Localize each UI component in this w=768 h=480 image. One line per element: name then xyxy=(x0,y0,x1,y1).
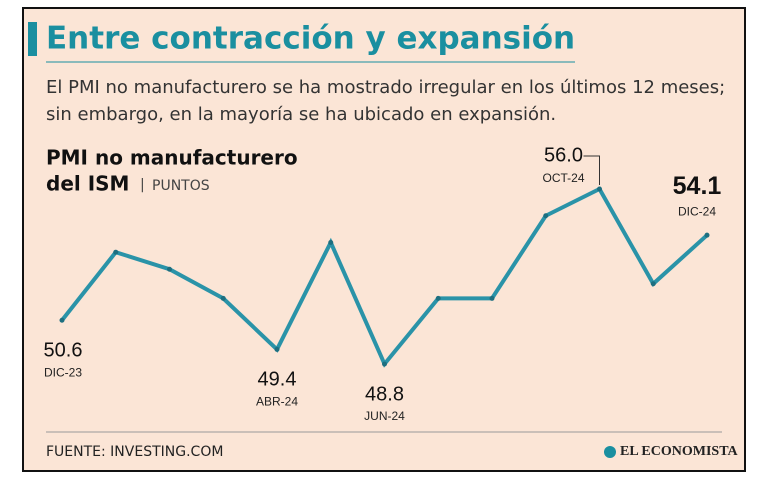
x-category-label: DIC-24 xyxy=(678,204,716,218)
unit: PUNTOS xyxy=(152,178,210,194)
chart-title: del ISM xyxy=(46,172,129,196)
leader-line xyxy=(583,155,600,185)
data-point xyxy=(274,346,280,352)
subtitle-line: El PMI no manufacturero se ha mostrado i… xyxy=(46,77,725,98)
brand: EL ECONOMISTA xyxy=(620,444,738,459)
data-point xyxy=(543,213,549,219)
data-point xyxy=(435,295,441,301)
data-point xyxy=(328,239,334,245)
data-point xyxy=(382,361,387,367)
chart-title: PMI no manufacturero xyxy=(46,146,298,170)
data-point xyxy=(220,295,226,301)
value-label: 50.6 xyxy=(44,340,83,362)
value-label: 56.0 xyxy=(544,144,583,166)
data-point xyxy=(704,232,710,238)
frame xyxy=(22,7,746,472)
data-point xyxy=(597,186,602,192)
x-category-label: DIC-23 xyxy=(44,365,82,379)
unit-separator: | xyxy=(140,177,145,193)
value-label: 49.4 xyxy=(258,369,297,391)
title: Entre contracción y expansión xyxy=(46,21,575,57)
brand-icon xyxy=(604,446,616,458)
title-bar xyxy=(28,22,37,56)
plot: 50.6 DIC-23 49.4 ABR-24 48.8 JUN-24 56.0 OCT-24… xyxy=(44,144,722,423)
data-point xyxy=(59,317,65,323)
data-point xyxy=(113,249,119,255)
source: FUENTE: INVESTING.COM xyxy=(46,444,223,460)
value-label: 48.8 xyxy=(365,383,404,405)
subtitle-line: sin embargo, en la mayoría se ha ubicado… xyxy=(46,104,556,125)
x-category-label: JUN-24 xyxy=(364,409,405,423)
data-point xyxy=(489,295,495,301)
data-point xyxy=(167,266,172,272)
data-point xyxy=(650,281,656,287)
x-category-label: OCT-24 xyxy=(542,171,584,185)
x-category-label: ABR-24 xyxy=(256,395,298,409)
value-label: 54.1 xyxy=(673,172,722,200)
